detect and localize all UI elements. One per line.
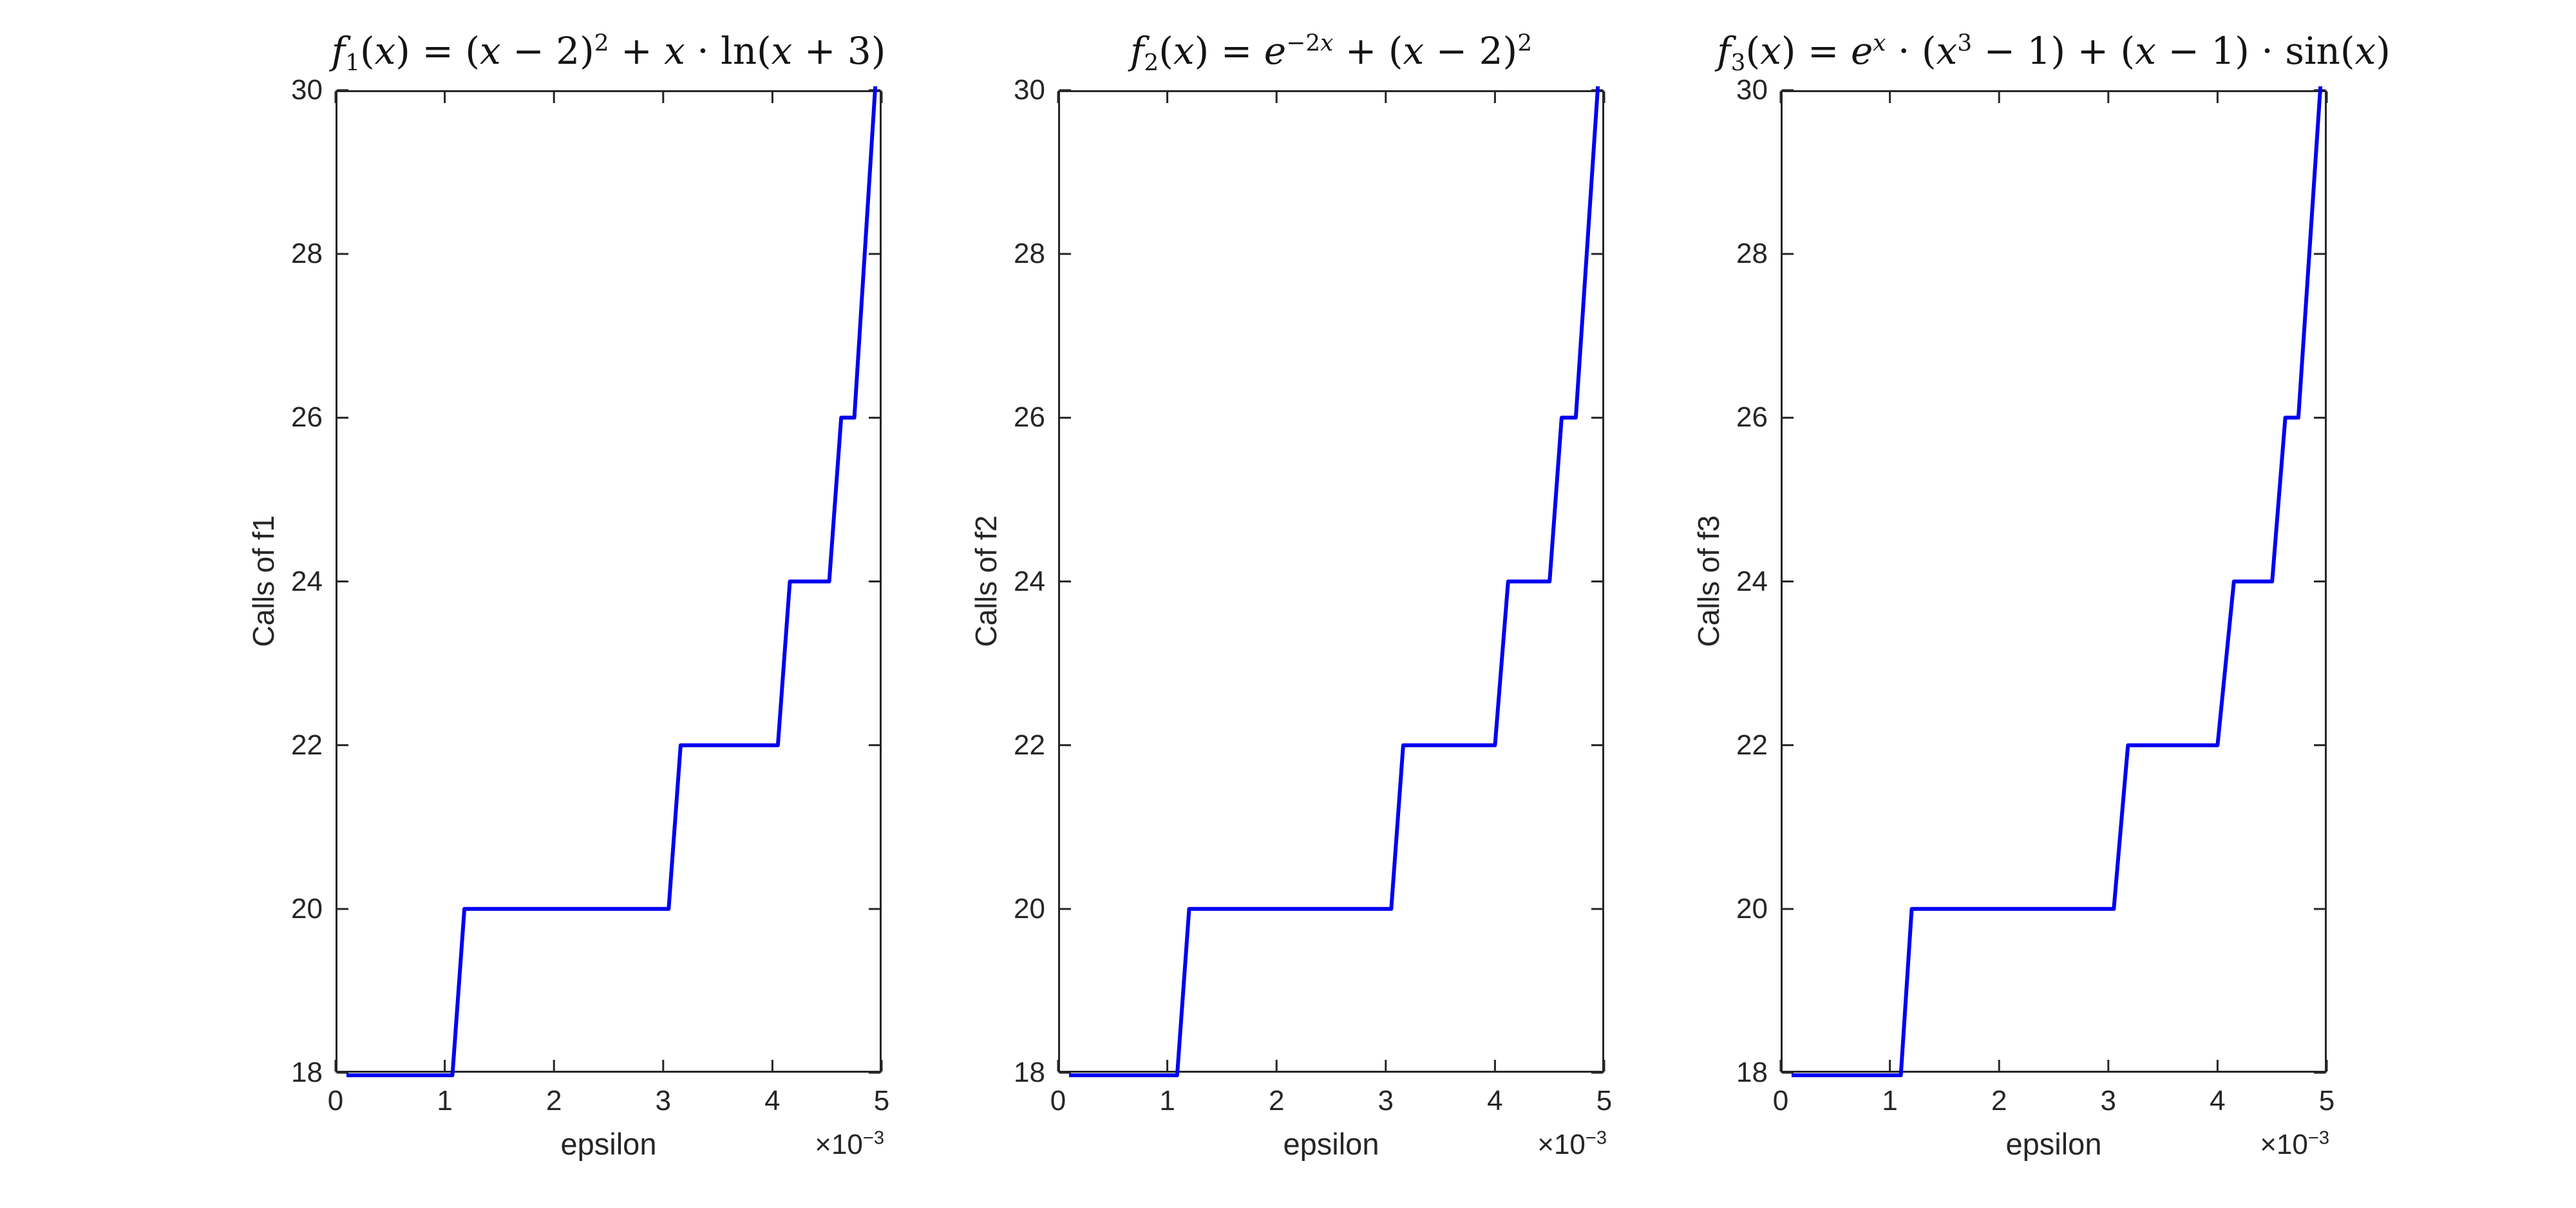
x-axis-exponent-label: ×10−3 [2260,1127,2329,1160]
plot-area [1057,86,1605,1077]
y-tick-label: 18 [1014,1057,1045,1088]
y-tick-label: 22 [1014,729,1045,761]
subplot-f1: f1(x) = (x − 2)2 + x · ln(x + 3) Calls o… [247,0,889,1208]
axes-box [1058,90,1604,1073]
x-tick-label: 4 [2210,1085,2226,1117]
plot-area [334,86,883,1077]
x-axis-label: epsilon [2005,1127,2102,1161]
plot-area [1779,86,2328,1077]
x-tick-label: 2 [545,1085,562,1117]
x-tick-label: 0 [327,1085,344,1117]
data-line [346,86,878,1077]
y-tick-label: 22 [1736,729,1768,761]
x-tick-label: 5 [1596,1085,1613,1117]
x-tick-label: 4 [764,1085,781,1117]
axes-box [1781,90,2327,1073]
y-tick-label: 18 [291,1057,323,1088]
y-tick-label: 26 [291,401,323,434]
x-tick-label: 1 [1882,1085,1898,1117]
y-tick-label: 28 [1014,238,1045,270]
y-tick-label: 24 [291,565,323,597]
y-tick-label: 30 [1736,74,1768,106]
y-tick-label: 28 [291,238,323,270]
y-tick-label: 24 [1736,565,1768,597]
y-tick-label: 26 [1736,401,1768,434]
y-tick-label: 22 [291,729,323,761]
y-tick-label: 26 [1014,401,1045,434]
x-tick-label: 0 [1772,1085,1789,1117]
axes-box [336,90,882,1073]
y-tick-label: 20 [291,892,323,925]
plot-title: f3(x) = ex · (x3 − 1) + (x − 1) · sin(x) [1717,29,2391,77]
y-tick-label: 20 [1014,892,1045,925]
y-tick-label: 24 [1014,565,1045,597]
x-axis-exponent-label: ×10−3 [815,1127,884,1160]
x-tick-label: 3 [2100,1085,2117,1117]
y-tick-label: 18 [1736,1057,1768,1088]
x-tick-label: 2 [1991,1085,2007,1117]
subplot-f2: f2(x) = e−2x + (x − 2)2 Calls of f2 epsi… [969,0,1612,1208]
plot-title: f2(x) = e−2x + (x − 2)2 [1130,29,1533,77]
data-line [1792,86,2323,1077]
x-tick-label: 5 [873,1085,890,1117]
x-tick-label: 2 [1268,1085,1285,1117]
x-axis-exponent-label: ×10−3 [1537,1127,1607,1160]
subplot-f3: f3(x) = ex · (x3 − 1) + (x − 1) · sin(x)… [1692,0,2391,1208]
plot-title: f1(x) = (x − 2)2 + x · ln(x + 3) [331,29,886,77]
x-tick-label: 3 [1378,1085,1394,1117]
x-axis-label: epsilon [560,1127,657,1161]
y-tick-label: 28 [1736,238,1768,270]
x-tick-label: 1 [437,1085,453,1117]
y-tick-label: 30 [1014,74,1045,106]
x-tick-label: 0 [1050,1085,1066,1117]
x-tick-label: 1 [1159,1085,1175,1117]
y-tick-label: 30 [291,74,323,106]
y-tick-label: 20 [1736,892,1768,925]
x-tick-label: 4 [1487,1085,1503,1117]
x-axis-label: epsilon [1283,1127,1379,1161]
data-line [1069,86,1600,1077]
x-tick-label: 5 [2318,1085,2335,1117]
x-tick-label: 3 [655,1085,672,1117]
